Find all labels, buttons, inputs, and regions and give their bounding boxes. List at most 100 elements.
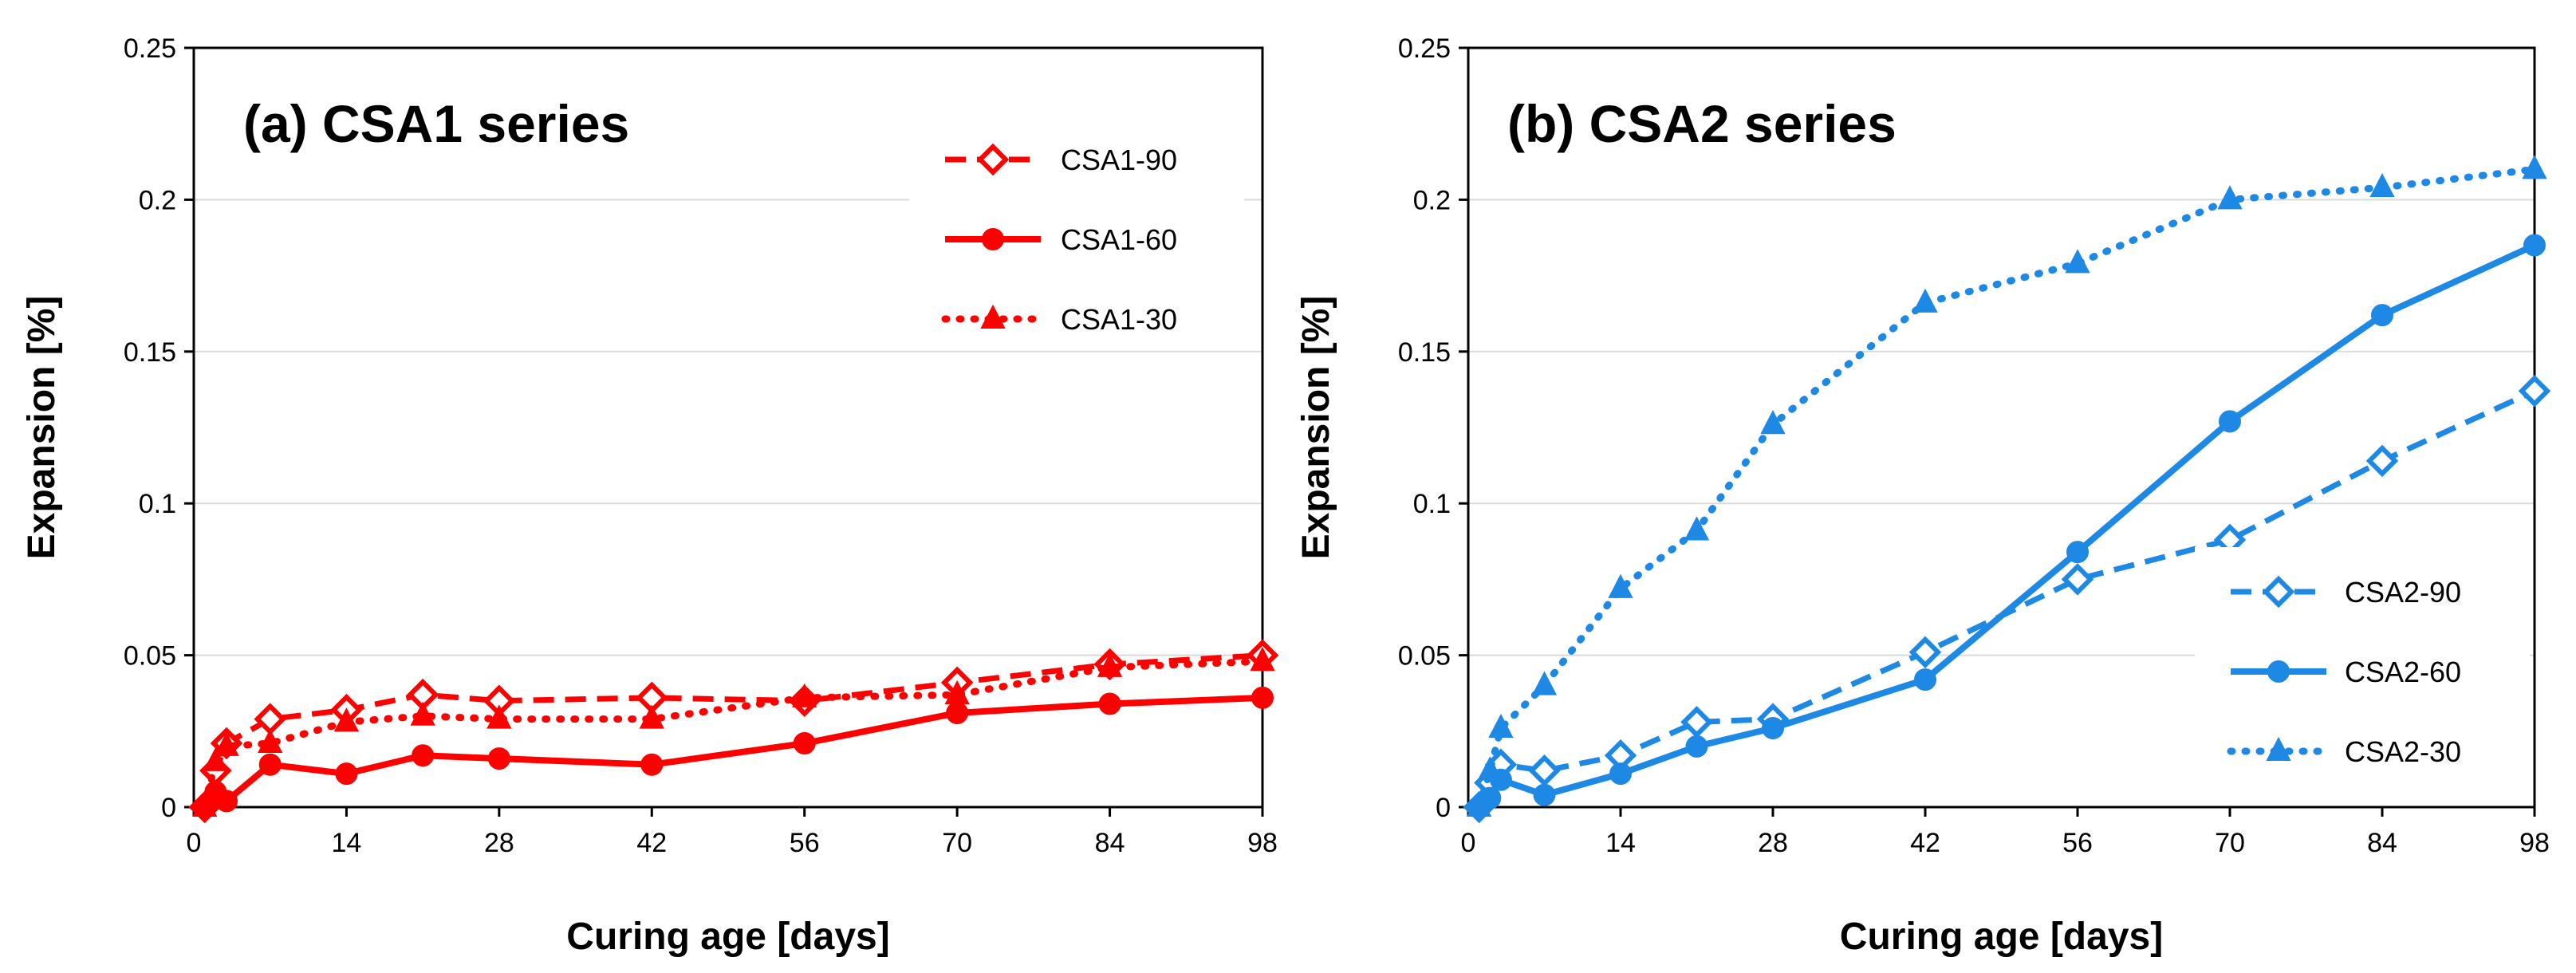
data-point-csa2-30 [1912, 288, 1938, 313]
legend-marker [2267, 660, 2290, 683]
legend-label: CSA2-30 [2345, 735, 2461, 768]
data-point-csa1-30 [1097, 652, 1123, 677]
data-point-csa2-90 [1680, 706, 1713, 739]
data-point-csa2-30 [2217, 185, 2243, 210]
y-tick-label: 0.25 [1398, 33, 1451, 64]
data-point-csa2-90 [1908, 636, 1942, 669]
data-point-csa2-60 [2219, 410, 2241, 433]
y-tick-label: 0.2 [1413, 185, 1451, 215]
legend-label: CSA1-60 [1061, 223, 1177, 256]
x-tick-label: 70 [2215, 828, 2245, 858]
legend-marker [980, 304, 1006, 329]
panel-a-csa1: 0 0.05 0.1 0.15 0.2 0.25 0 14 28 42 56 70 84 98 Curing… [21, 33, 1279, 958]
legend-box [2195, 547, 2530, 786]
y-tick-label: 0.1 [139, 489, 176, 519]
x-tick-label: 42 [1910, 828, 1940, 858]
data-point-csa1-60 [487, 747, 510, 770]
y-tick-label: 0.15 [1398, 337, 1451, 368]
data-point-csa2-60 [2371, 304, 2393, 327]
data-point-csa1-60 [640, 753, 664, 776]
data-point-csa2-30 [1684, 516, 1710, 541]
x-tick-label: 98 [1247, 828, 1278, 858]
data-point-csa1-30 [639, 704, 664, 729]
panel-b-csa2: 0 0.05 0.1 0.15 0.2 0.25 0 14 28 42 56 70 84 98 Curing… [1295, 33, 2551, 958]
x-axis-title: Curing age [days] [566, 916, 889, 958]
x-tick-label: 14 [1605, 828, 1636, 858]
data-point-csa1-30 [214, 731, 239, 756]
series-line-csa1-60 [202, 694, 1263, 810]
chart-title: (b) CSA2 series [1507, 94, 1897, 153]
data-point-csa1-60 [412, 744, 435, 767]
y-tick-label: 0.25 [124, 33, 176, 64]
x-tick-label: 56 [790, 828, 820, 858]
y-axis-title: Expansion [%] [1295, 296, 1337, 560]
data-point-csa2-30 [2065, 249, 2090, 274]
data-point-csa1-60 [215, 790, 238, 813]
data-point-csa1-30 [258, 728, 283, 754]
data-point-csa1-60 [1251, 686, 1274, 709]
data-point-csa2-90 [2365, 444, 2399, 478]
y-tick-label: 0 [1436, 793, 1451, 823]
series-line-csa1-90 [202, 652, 1263, 809]
data-point-csa1-30 [792, 683, 817, 707]
chart-title: (a) CSA1 series [243, 94, 629, 153]
data-point-csa2-60 [1914, 668, 1936, 691]
data-point-csa1-60 [258, 753, 282, 776]
data-point-csa2-60 [2523, 234, 2546, 257]
x-tick-label: 84 [1095, 828, 1125, 858]
data-point-csa1-30 [203, 746, 228, 771]
x-tick-label: 98 [2519, 828, 2550, 858]
data-point-csa2-30 [1608, 573, 1633, 598]
legend-label: CSA1-30 [1061, 303, 1177, 336]
x-tick-label: 0 [187, 828, 202, 858]
legend-label: CSA2-60 [2345, 656, 2461, 688]
x-tick-label: 84 [2367, 828, 2397, 858]
x-tick-label: 56 [2062, 828, 2093, 858]
legend-label: CSA2-90 [2345, 576, 2461, 609]
data-point-csa1-90 [254, 703, 286, 735]
y-tick-label: 0.2 [139, 185, 176, 215]
data-point-csa2-60 [1533, 783, 1556, 806]
data-point-csa1-60 [1098, 692, 1121, 715]
x-tick-label: 28 [1758, 828, 1788, 858]
plot-frame [1467, 46, 2536, 809]
legend-marker [2266, 736, 2291, 761]
data-point-csa1-60 [335, 762, 358, 786]
legend-marker [976, 143, 1010, 176]
x-axis-title: Curing age [days] [1840, 916, 2163, 958]
x-tick-label: 14 [332, 828, 362, 858]
x-tick-label: 42 [636, 828, 667, 858]
data-point-csa1-30 [410, 701, 435, 726]
legend-box [909, 104, 1244, 335]
y-tick-label: 0.15 [124, 337, 176, 368]
y-tick-label: 0.05 [124, 641, 176, 672]
data-point-csa2-30 [2369, 172, 2395, 198]
legend-label: CSA1-90 [1061, 144, 1177, 176]
data-point-csa2-60 [1762, 716, 1784, 739]
data-point-csa1-60 [793, 732, 816, 755]
data-point-csa2-60 [2066, 541, 2089, 564]
y-axis-title: Expansion [%] [21, 296, 63, 560]
y-tick-label: 0 [161, 793, 176, 823]
series-line-csa1-30 [201, 657, 1266, 811]
data-point-csa2-90 [1528, 754, 1561, 787]
data-point-csa2-30 [1488, 713, 1514, 738]
data-point-csa2-30 [1760, 410, 1786, 435]
data-point-csa2-90 [2061, 563, 2094, 596]
data-point-csa1-60 [946, 701, 969, 724]
data-point-csa2-30 [1466, 792, 1492, 817]
legend-marker [2262, 575, 2295, 609]
data-point-csa1-30 [486, 704, 512, 729]
data-point-csa1-30 [1250, 647, 1275, 672]
y-tick-label: 0.05 [1398, 641, 1451, 672]
plot-frame [192, 46, 1264, 809]
data-point-csa1-30 [192, 792, 218, 817]
x-tick-label: 70 [942, 828, 972, 858]
data-point-csa2-90 [2518, 375, 2551, 408]
data-point-csa2-30 [2522, 155, 2547, 179]
data-point-csa2-60 [1609, 762, 1632, 786]
legend-marker [982, 228, 1004, 250]
y-tick-label: 0.1 [1413, 489, 1451, 519]
data-point-csa1-30 [333, 707, 360, 732]
